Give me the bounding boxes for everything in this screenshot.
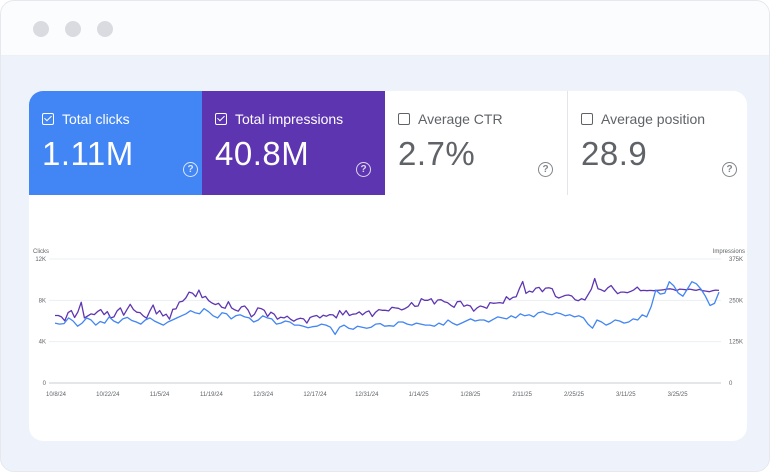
x-tick-label: 3/25/25: [668, 392, 689, 398]
x-tick-label: 12/17/24: [303, 392, 327, 398]
left-axis-ticks: 12K 8K 4K 0: [35, 257, 46, 387]
help-icon[interactable]: ?: [722, 162, 737, 177]
help-icon[interactable]: ?: [538, 162, 553, 177]
x-tick-label: 2/25/25: [564, 392, 585, 398]
x-axis-ticks: 10/8/24 10/22/24 11/5/24 11/19/24 12/3/24 12/…: [46, 392, 688, 398]
x-tick-label: 1/28/25: [460, 392, 481, 398]
x-tick-label: 11/5/24: [150, 392, 170, 398]
x-tick-label: 11/19/24: [200, 392, 224, 398]
checkbox-average-ctr[interactable]: [398, 113, 410, 125]
metric-label: Total clicks: [62, 111, 130, 127]
x-tick-label: 2/11/25: [512, 392, 532, 398]
x-tick-label: 10/8/24: [46, 392, 67, 398]
x-tick-label: 1/14/25: [409, 392, 430, 398]
window-titlebar: [1, 1, 769, 56]
metric-total-clicks[interactable]: Total clicks 1.11M ?: [29, 91, 212, 195]
window-dot-3[interactable]: [97, 21, 113, 37]
metric-average-ctr[interactable]: Average CTR 2.7% ?: [385, 91, 568, 195]
chart-lines: [54, 277, 720, 336]
right-axis-ticks: 375K 250K 125K 0: [729, 257, 743, 387]
window-dot-1[interactable]: [33, 21, 49, 37]
metric-total-impressions[interactable]: Total impressions 40.8M ?: [202, 91, 385, 195]
x-tick-label: 10/22/24: [96, 392, 120, 398]
left-tick-label: 4K: [39, 340, 46, 346]
right-tick-label: 250K: [729, 298, 743, 304]
series-line-clicks: [54, 281, 720, 336]
metric-value: 1.11M: [42, 135, 134, 172]
metric-value: 2.7%: [398, 135, 476, 172]
help-icon[interactable]: ?: [183, 162, 198, 177]
right-axis-label: Impressions: [713, 249, 745, 255]
performance-chart: Clicks Impressions 12K 8K 4K 0 375K 250K 125K…: [33, 249, 745, 398]
checkbox-total-impressions[interactable]: [215, 113, 227, 125]
metric-value: 40.8M: [215, 135, 310, 172]
help-icon[interactable]: ?: [356, 162, 371, 177]
left-axis-label: Clicks: [33, 249, 49, 255]
left-tick-label: 8K: [39, 298, 46, 304]
left-tick-label: 0: [43, 381, 47, 387]
metric-average-position[interactable]: Average position 28.9 ?: [568, 91, 747, 195]
right-tick-label: 125K: [729, 340, 743, 346]
left-tick-label: 12K: [35, 257, 46, 263]
x-tick-label: 3/11/25: [616, 392, 636, 398]
x-tick-label: 12/3/24: [253, 392, 274, 398]
right-tick-label: 0: [729, 381, 733, 387]
window-dot-2[interactable]: [65, 21, 81, 37]
metric-label: Average position: [601, 111, 706, 127]
metric-value: 28.9: [581, 135, 648, 172]
checkbox-average-position[interactable]: [581, 113, 593, 125]
checkbox-total-clicks[interactable]: [42, 113, 54, 125]
metric-label: Average CTR: [418, 111, 503, 127]
metric-label: Total impressions: [235, 111, 344, 127]
series-line-impressions: [55, 277, 720, 324]
x-tick-label: 12/31/24: [355, 392, 379, 398]
chart-grid: [49, 258, 721, 384]
right-tick-label: 375K: [729, 257, 743, 263]
performance-card: Total clicks 1.11M ? Total impressions 4…: [29, 91, 747, 441]
